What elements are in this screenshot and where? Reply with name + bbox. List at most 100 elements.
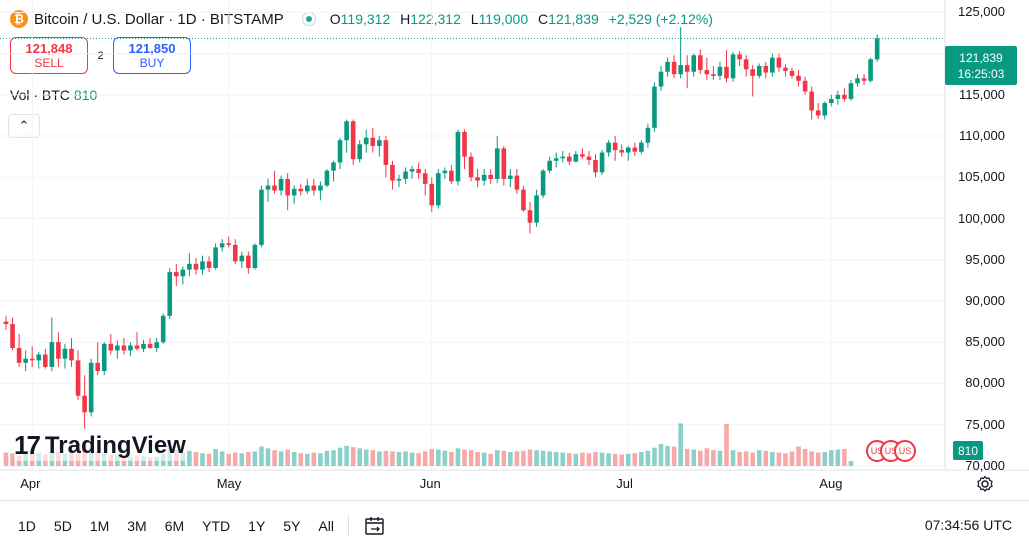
candle-body xyxy=(540,170,546,196)
candle-body xyxy=(724,66,729,79)
candle-body xyxy=(82,395,87,413)
candle-body xyxy=(187,263,192,270)
tradingview-logo-icon: 17 xyxy=(14,430,41,460)
last-price: 121,839 xyxy=(959,50,1003,65)
range-5y[interactable]: 5Y xyxy=(283,518,301,534)
candle-body xyxy=(363,137,369,145)
volume-bar xyxy=(462,449,467,466)
change-value: +2,529 (+2.12%) xyxy=(608,11,713,27)
trade-panel: 121,848 SELL 2 121,850 BUY xyxy=(10,37,191,74)
candle-body xyxy=(829,98,834,104)
candle-body xyxy=(684,65,690,72)
volume-bar xyxy=(593,452,598,466)
candle-body xyxy=(278,178,284,191)
range-all[interactable]: All xyxy=(318,518,334,534)
candle-body xyxy=(69,348,74,361)
volume-bar xyxy=(259,446,264,466)
settings-gear-icon[interactable] xyxy=(976,475,994,493)
candle-body xyxy=(475,177,480,181)
candle-body xyxy=(573,154,579,162)
sell-button[interactable]: 121,848 SELL xyxy=(10,37,88,74)
sell-price: 121,848 xyxy=(25,40,73,56)
candle-body xyxy=(560,156,566,159)
candle-body xyxy=(285,178,290,196)
candle-body xyxy=(508,175,513,179)
candle-body xyxy=(678,65,683,75)
volume-bar xyxy=(724,424,729,466)
candle-body xyxy=(246,255,251,268)
utc-clock[interactable]: 07:34:56 UTC xyxy=(924,517,1012,533)
volume-bar xyxy=(357,448,362,466)
candle-body xyxy=(652,86,657,128)
candle-body xyxy=(855,78,860,84)
range-1m[interactable]: 1M xyxy=(89,518,110,534)
range-3m[interactable]: 3M xyxy=(127,518,147,534)
date-range-icon[interactable] xyxy=(363,514,387,538)
volume-bar xyxy=(829,450,834,466)
range-ytd[interactable]: YTD xyxy=(202,518,231,534)
candle-body xyxy=(639,142,644,152)
time-tick-label: Apr xyxy=(20,476,41,491)
price-tick-label: 100,000 xyxy=(958,210,1005,226)
tradingview-logo[interactable]: 17 TradingView xyxy=(14,430,186,461)
volume-bar xyxy=(246,452,251,466)
collapse-legend-button[interactable]: ⌃ xyxy=(8,114,40,138)
volume-bar xyxy=(835,449,841,466)
candle-body xyxy=(658,71,664,87)
volume-bar xyxy=(658,444,664,466)
range-1y[interactable]: 1Y xyxy=(248,518,266,534)
candle-body xyxy=(842,94,847,99)
candle-body xyxy=(449,170,454,182)
range-1d[interactable]: 1D xyxy=(18,518,36,534)
time-tick-label: Jul xyxy=(616,476,633,491)
buy-button[interactable]: 121,850 BUY xyxy=(113,37,191,74)
symbol-title[interactable]: Bitcoin / U.S. Dollar · 1D · BITSTAMP xyxy=(34,10,284,28)
volume-bar xyxy=(711,450,716,466)
volume-bar xyxy=(547,451,552,466)
candle-body xyxy=(580,154,585,157)
candle-body xyxy=(783,67,788,71)
range-5d[interactable]: 5D xyxy=(53,518,72,534)
volume-bar xyxy=(508,452,513,466)
candle-body xyxy=(174,272,179,277)
volume-bar xyxy=(488,453,493,466)
volume-bar xyxy=(763,450,769,466)
price-tick-label: 90,000 xyxy=(965,292,1005,308)
economic-events[interactable]: US US US xyxy=(866,440,916,462)
price-tick-label: 75,000 xyxy=(965,416,1005,432)
candle-body xyxy=(488,174,493,179)
price-chart[interactable] xyxy=(0,0,1029,500)
candle-body xyxy=(796,75,801,81)
spread-value: 2 xyxy=(97,49,104,62)
volume-bar xyxy=(553,452,559,466)
range-6m[interactable]: 6M xyxy=(164,518,185,534)
candle-body xyxy=(337,140,343,163)
candle-body xyxy=(698,55,703,71)
candle-body xyxy=(311,185,317,191)
volume-bar xyxy=(436,449,441,466)
volume-bar xyxy=(298,453,304,466)
candle-body xyxy=(442,170,448,174)
volume-bar xyxy=(684,448,690,466)
volume-bar xyxy=(252,451,258,466)
candle-body xyxy=(232,244,238,262)
volume-bar xyxy=(429,448,435,466)
volume-bar xyxy=(10,453,15,466)
candle-body xyxy=(377,140,382,146)
candle-body xyxy=(29,358,35,361)
toolbar-divider xyxy=(347,515,349,537)
volume-bar xyxy=(128,456,133,466)
volume-bar xyxy=(567,453,572,466)
price-tick-label: 70,000 xyxy=(965,457,1005,473)
us-flag-icon[interactable]: US xyxy=(894,440,916,462)
time-tick-label: May xyxy=(216,476,242,491)
volume-bar xyxy=(619,454,624,466)
grid-lines xyxy=(0,0,945,470)
volume-bar xyxy=(521,450,526,466)
open-label: O xyxy=(329,11,341,27)
low-value: 119,000 xyxy=(478,11,529,27)
candle-body xyxy=(121,345,127,351)
candle-body xyxy=(436,173,441,206)
volume-bar xyxy=(481,452,487,466)
volume-bar xyxy=(776,452,782,466)
